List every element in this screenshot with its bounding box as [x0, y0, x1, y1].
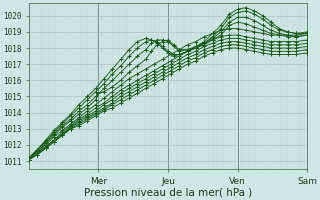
X-axis label: Pression niveau de la mer( hPa ): Pression niveau de la mer( hPa )	[84, 187, 252, 197]
